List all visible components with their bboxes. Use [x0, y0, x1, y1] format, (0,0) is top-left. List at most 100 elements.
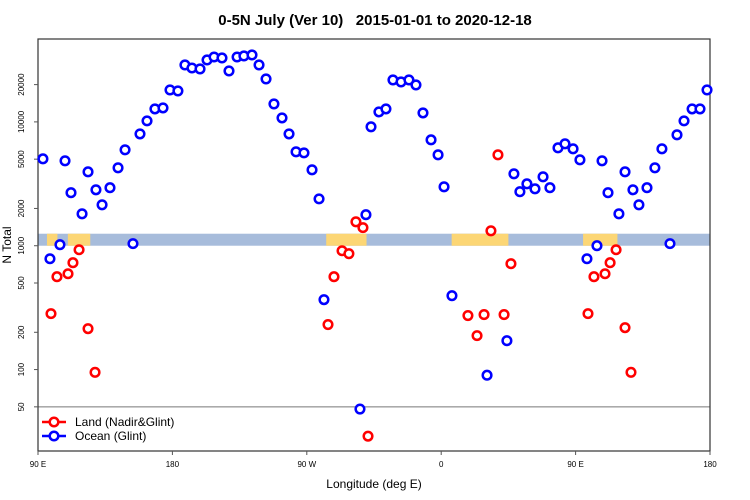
- ocean-point: [410, 79, 422, 91]
- ocean-point: [44, 253, 56, 265]
- land-point: [322, 318, 334, 331]
- y-tick-label: 50: [17, 402, 26, 411]
- ocean-point: [283, 128, 295, 140]
- ocean-point: [537, 171, 549, 183]
- ocean-band: [38, 233, 710, 246]
- land-point: [82, 323, 94, 335]
- land-point: [89, 366, 101, 378]
- ocean-point: [276, 112, 288, 124]
- chart-title: 0-5N July (Ver 10) 2015-01-01 to 2020-12…: [218, 12, 532, 29]
- ocean-point: [65, 187, 77, 199]
- ocean-point: [559, 138, 571, 150]
- y-tick-label: 500: [17, 276, 26, 290]
- ocean-point: [172, 85, 184, 97]
- land-point: [582, 308, 594, 320]
- ocean-point: [481, 369, 493, 381]
- ocean-point: [671, 129, 683, 141]
- x-tick-label: 180: [166, 460, 180, 469]
- ocean-point: [613, 208, 625, 220]
- ocean-point: [354, 403, 366, 415]
- land-band-segment: [583, 233, 618, 246]
- ocean-point: [633, 199, 645, 211]
- land-point: [505, 258, 517, 270]
- ocean-point: [260, 73, 272, 85]
- land-band-segment: [451, 233, 509, 246]
- land-point: [625, 366, 637, 378]
- ocean-point: [508, 168, 520, 180]
- land-point: [462, 310, 474, 322]
- ocean-point: [694, 103, 706, 115]
- ocean-point: [380, 103, 392, 115]
- land-point: [45, 308, 57, 320]
- ocean-point: [306, 164, 318, 176]
- ocean-point: [514, 186, 526, 198]
- land-point: [357, 222, 369, 234]
- land-point: [350, 216, 362, 228]
- ocean-point: [446, 290, 458, 302]
- ocean-point: [37, 153, 49, 165]
- ocean-point: [134, 128, 146, 140]
- ocean-point: [141, 115, 153, 127]
- land-point: [619, 322, 631, 334]
- ocean-point: [619, 166, 631, 178]
- ocean-point: [581, 253, 593, 265]
- ocean-point: [253, 59, 265, 71]
- ocean-point: [76, 208, 88, 220]
- land-point: [51, 271, 63, 283]
- land-band-segment: [67, 233, 91, 246]
- ocean-point: [127, 238, 139, 250]
- y-tick-label: 2000: [17, 199, 26, 217]
- land-point: [471, 330, 483, 342]
- plot-frame: [37, 38, 711, 452]
- land-point: [610, 244, 622, 256]
- land-ocean-mask-band: [38, 233, 710, 246]
- ocean-point: [627, 184, 639, 196]
- ocean-point: [432, 149, 444, 161]
- x-tick-label: 90 W: [297, 460, 316, 469]
- y-tick-label: 100: [17, 362, 26, 376]
- ocean-point: [112, 162, 124, 174]
- ocean-point: [360, 209, 372, 221]
- ocean-point: [403, 74, 415, 86]
- ocean-point: [529, 183, 541, 195]
- ocean-point: [298, 147, 310, 159]
- ocean-point: [521, 178, 533, 190]
- land-point: [73, 244, 85, 256]
- ocean-point: [157, 102, 169, 114]
- y-axis: 50 100 200 500 1000 2000 5000 10000 20000: [17, 73, 38, 411]
- y-tick-label: 20000: [17, 73, 26, 96]
- land-point: [343, 248, 355, 260]
- land-point: [498, 309, 510, 321]
- legend: Land (Nadir&Glint) Ocean (Glint): [42, 415, 174, 443]
- ocean-point: [318, 294, 330, 306]
- ocean-point: [223, 65, 235, 77]
- ocean-point: [417, 107, 429, 119]
- y-tick-label: 10000: [17, 110, 26, 133]
- ocean-point: [602, 187, 614, 199]
- land-point: [485, 225, 497, 237]
- ocean-point: [59, 155, 71, 167]
- ocean-point: [701, 84, 713, 96]
- ocean-point: [268, 98, 280, 110]
- ocean-point: [194, 63, 206, 75]
- x-tick-label: 0: [439, 460, 444, 469]
- legend-item-land: Land (Nadir&Glint): [42, 415, 174, 429]
- land-point: [362, 430, 374, 442]
- ocean-point: [90, 184, 102, 196]
- ocean-point: [591, 240, 603, 252]
- land-point: [62, 268, 74, 280]
- y-axis-label: N Total: [0, 226, 14, 263]
- x-tick-label: 90 E: [30, 460, 46, 469]
- data-points: [37, 49, 713, 442]
- ocean-point: [96, 199, 108, 211]
- land-point: [588, 271, 600, 283]
- ocean-point: [596, 155, 608, 167]
- land-point: [492, 149, 504, 161]
- ocean-point: [54, 239, 66, 251]
- ocean-point: [246, 49, 258, 61]
- land-point: [67, 257, 79, 269]
- legend-label-ocean: Ocean (Glint): [75, 429, 146, 443]
- ocean-point: [664, 238, 676, 250]
- ocean-point: [425, 134, 437, 146]
